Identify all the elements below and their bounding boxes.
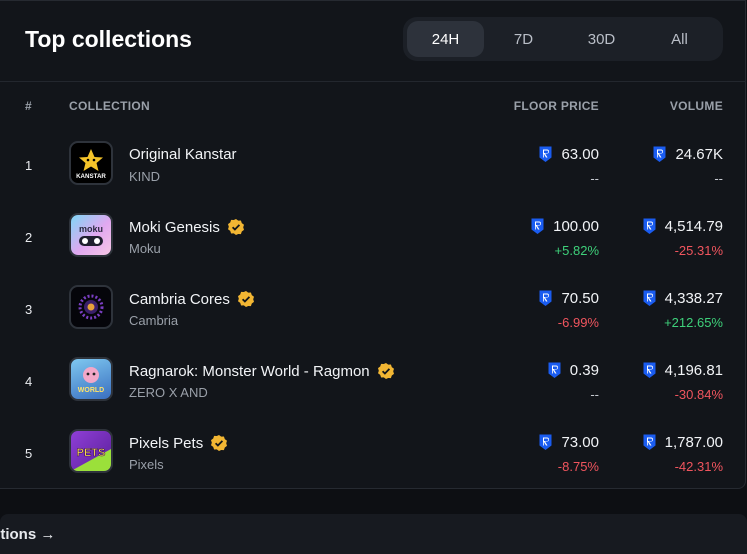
floor-change: +5.82% — [554, 243, 599, 258]
collection-thumbnail: KANSTAR — [69, 141, 113, 185]
top-collections-panel: Top collections 24H 7D 30D All # COLLECT… — [0, 0, 746, 489]
volume-change: +212.65% — [664, 315, 723, 330]
collection-thumbnail: PETS — [69, 429, 113, 473]
ron-token-icon — [643, 218, 656, 234]
column-collection: COLLECTION — [69, 99, 150, 113]
collection-creator[interactable]: Moku — [129, 241, 161, 256]
tab-24h[interactable]: 24H — [407, 21, 484, 57]
floor-change: -8.75% — [557, 459, 599, 474]
floor-price: 70.50 — [538, 289, 599, 307]
row-rank: 5 — [25, 446, 33, 461]
floor-change: -- — [590, 171, 599, 186]
tab-all[interactable]: All — [671, 30, 688, 48]
row-rank: 2 — [25, 230, 33, 245]
floor-change: -6.99% — [557, 315, 599, 330]
ron-token-icon — [539, 146, 552, 162]
collection-name[interactable]: Moki Genesis — [129, 218, 245, 236]
ron-token-icon — [548, 362, 561, 378]
tab-30d[interactable]: 30D — [587, 30, 616, 48]
floor-change: -- — [590, 387, 599, 402]
collections-table: 1 KANSTAR Original Kanstar KIND 63.00 --… — [0, 129, 746, 489]
collection-creator[interactable]: ZERO X AND — [129, 385, 208, 400]
collection-creator[interactable]: Cambria — [129, 313, 179, 328]
table-header: # COLLECTION FLOOR PRICE VOLUME — [0, 81, 746, 129]
verified-badge-icon — [237, 291, 254, 307]
volume-change: -25.31% — [674, 243, 723, 258]
ron-token-icon — [531, 218, 544, 234]
floor-price: 73.00 — [538, 433, 599, 451]
volume-change: -- — [714, 171, 723, 186]
tab-7d[interactable]: 7D — [513, 30, 534, 48]
collection-name[interactable]: Cambria Cores — [129, 290, 255, 308]
ron-token-icon — [539, 290, 552, 306]
collection-thumbnail: WORLD — [69, 357, 113, 401]
volume: 1,787.00 — [642, 433, 723, 451]
collection-name[interactable]: Ragnarok: Monster World - Ragmon — [129, 362, 395, 380]
time-range-tabs: 24H 7D 30D All — [403, 17, 723, 61]
svg-text:WORLD: WORLD — [78, 387, 104, 394]
svg-text:KANSTAR: KANSTAR — [76, 173, 106, 180]
ron-token-icon — [643, 362, 656, 378]
floor-price: 63.00 — [538, 145, 599, 163]
collection-creator[interactable]: KIND — [129, 169, 161, 184]
collection-name[interactable]: Original Kanstar — [129, 146, 237, 163]
svg-text:PETS: PETS — [77, 447, 106, 459]
ron-token-icon — [539, 434, 552, 450]
row-rank: 3 — [25, 302, 33, 317]
volume: 24.67K — [652, 145, 723, 163]
collection-name[interactable]: Pixels Pets — [129, 434, 228, 452]
collection-thumbnail: moku — [69, 213, 113, 257]
panel-header: Top collections 24H 7D 30D All — [0, 1, 745, 81]
column-floor-price[interactable]: FLOOR PRICE — [513, 99, 599, 113]
column-rank: # — [25, 99, 32, 113]
ron-token-icon — [643, 434, 656, 450]
table-row[interactable]: 2 moku Moki Genesis Moku 100.00 +5.82% — [0, 201, 746, 273]
table-row[interactable]: 4 WORLD Ragnarok: Monster World - Ragmon… — [0, 345, 746, 417]
verified-badge-icon — [211, 435, 228, 451]
table-row[interactable]: 5 PETS Pixels Pets Pixels 73.00 -8.75% 1… — [0, 417, 746, 489]
volume-change: -42.31% — [674, 459, 723, 474]
section-link[interactable]: ctions → — [0, 526, 56, 543]
table-row[interactable]: 1 KANSTAR Original Kanstar KIND 63.00 --… — [0, 129, 746, 201]
volume-change: -30.84% — [674, 387, 723, 402]
verified-badge-icon — [377, 363, 394, 379]
volume: 4,338.27 — [642, 289, 723, 307]
verified-badge-icon — [227, 219, 244, 235]
floor-price: 100.00 — [530, 217, 599, 235]
ron-token-icon — [653, 146, 666, 162]
collection-thumbnail — [69, 285, 113, 329]
row-rank: 4 — [25, 374, 33, 389]
column-volume[interactable]: VOLUME — [669, 99, 723, 113]
svg-text:moku: moku — [79, 224, 103, 234]
row-rank: 1 — [25, 158, 33, 173]
ron-token-icon — [643, 290, 656, 306]
next-section-card: ctions → — [0, 514, 747, 554]
table-row[interactable]: 3 Cambria Cores Cambria 70.50 -6.99% — [0, 273, 746, 345]
volume: 4,196.81 — [642, 361, 723, 379]
floor-price: 0.39 — [547, 361, 599, 379]
collection-creator[interactable]: Pixels — [129, 457, 164, 472]
volume: 4,514.79 — [642, 217, 723, 235]
page-title: Top collections — [25, 26, 192, 52]
